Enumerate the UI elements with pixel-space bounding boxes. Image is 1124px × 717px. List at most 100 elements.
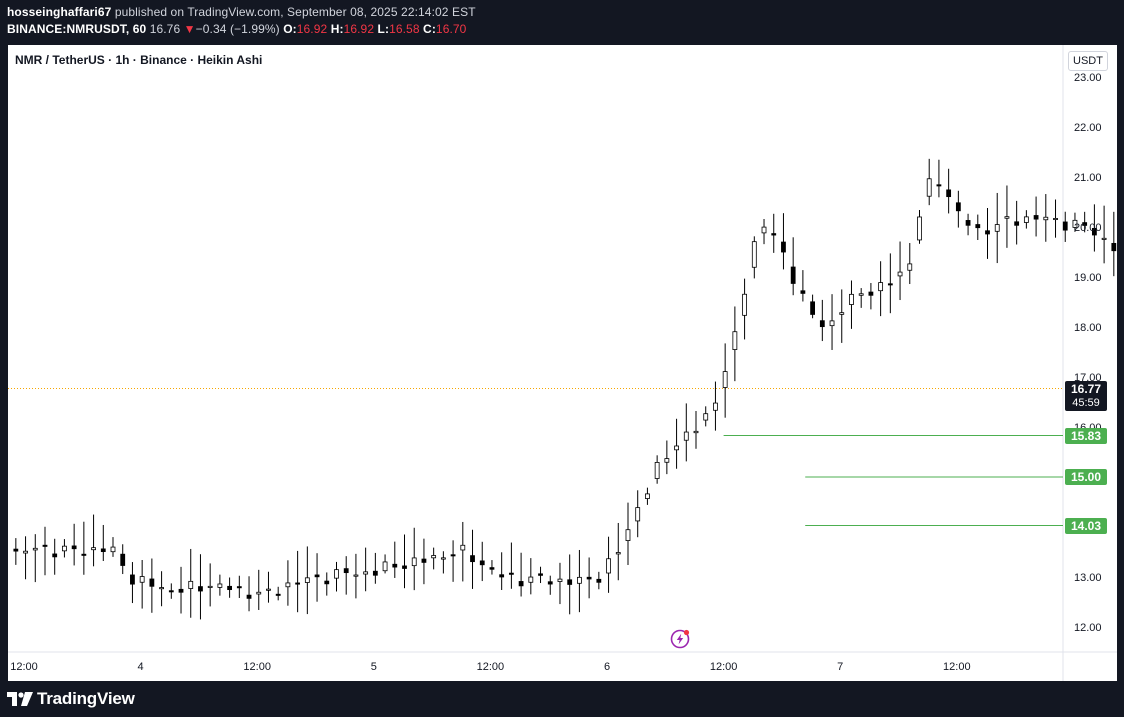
candle-body [236,586,242,589]
x-tick-label: 12:00 [243,661,271,673]
candle-body [23,550,28,554]
candle-body [625,529,631,541]
candle-body [266,588,271,591]
x-tick-label: 12:00 [10,661,38,673]
candle-body [713,402,718,411]
candle-body [557,578,563,582]
x-tick-label: 12:00 [710,661,738,673]
level-tag-1: 15.83 [1065,427,1107,444]
level-tag-2: 15.00 [1065,469,1107,485]
candle-body [139,576,145,583]
author-name[interactable]: hosseinghaffari67 [7,5,112,19]
candle-body [1111,242,1117,252]
candle-body [1004,216,1010,219]
candle-body [110,546,116,553]
candle-body [645,493,650,499]
pane-title: NMR / TetherUS · 1h · Binance · Heikin A… [15,53,263,67]
candle-body [508,572,514,575]
candle-body [499,574,505,578]
candle-body [324,580,330,585]
y-tick-label: 22.00 [1074,122,1102,134]
candle-body [275,593,281,596]
y-tick-label: 19.00 [1074,272,1102,284]
candle-body [751,241,757,268]
candle-body [936,184,942,187]
low-label: L: [377,22,390,36]
candle-body [917,216,922,241]
candle-body [402,565,407,569]
candle-body [130,574,135,585]
last-price-tag-value: 16.77 [1070,381,1102,396]
candle-body [771,233,777,236]
candle-body [761,226,767,234]
candle-body [149,578,155,587]
candle-body [538,573,543,576]
candle-body [168,590,174,593]
candle-body [1043,216,1049,221]
candle-body [1101,237,1107,240]
candle-body [965,220,971,226]
y-tick-label: 13.00 [1074,572,1102,584]
candle-body [907,263,913,271]
price-change: −0.34 (−1.99%) [195,22,280,36]
candle-body [703,413,709,421]
chart-panel[interactable]: 12:00 4 12:00 5 12:00 6 12:00 7 12:00 12.00 13.00… [8,45,1117,681]
candle-body [198,586,203,592]
candle-body [460,544,466,551]
candle-body [1053,218,1058,221]
candle-body [528,576,534,583]
candle-body [606,558,611,574]
currency-button[interactable]: USDT [1068,51,1108,71]
candle-body [227,585,233,591]
candle-body [32,547,38,551]
candle-body [615,552,621,555]
y-tick-label: 18.00 [1074,322,1102,334]
x-axis: 12:00 4 12:00 5 12:00 6 12:00 7 12:00 [10,661,970,673]
y-tick-label: 23.00 [1074,72,1102,84]
candle-body [790,266,796,284]
candle-body [62,545,67,552]
candle-body [781,241,786,253]
candle-body [683,431,689,441]
level-lines [8,388,1063,526]
header-line1: hosseinghaffari67 published on TradingVi… [7,5,476,19]
candle-body [91,547,96,551]
candle-body [159,587,164,590]
high-value: 16.92 [343,22,375,36]
y-axis: 12.0013.0016.0017.0018.0019.0020.0021.00… [1074,72,1102,634]
candle-body [1023,216,1029,223]
candle-body [479,560,485,566]
price-chart[interactable]: 12:00 4 12:00 5 12:00 6 12:00 7 12:00 12.00 13.00… [8,45,1117,681]
x-tick-label: 6 [604,661,610,673]
candle-body [285,582,291,588]
candle-body [207,585,213,588]
candle-body [382,561,388,572]
tradingview-logo[interactable]: TradingView [7,689,135,709]
candle-body [363,571,369,575]
candle-body [120,553,126,566]
candle-body [372,570,378,576]
candle-body [849,293,854,305]
low-value: 16.58 [389,22,420,36]
close-label: C: [423,22,436,36]
candle-body [304,577,310,583]
candles [13,158,1117,620]
flash-alert-icon[interactable] [669,628,691,650]
high-label: H: [330,22,344,36]
candle-body [858,293,864,296]
published-text: published on TradingView.com, September … [114,5,476,19]
candle-body [829,320,835,327]
candle-body [547,581,553,585]
x-tick-label: 4 [138,661,144,673]
x-tick-label: 5 [371,661,377,673]
change-arrow-icon: ▼ [183,22,196,36]
candle-body [1014,221,1020,226]
candle-body [732,331,738,350]
candle-body [878,282,884,292]
candle-body [71,545,77,550]
candle-body [489,567,495,570]
y-tick-label: 12.00 [1074,622,1102,634]
candle-body [246,594,252,599]
open-value: 16.92 [296,22,328,36]
y-tick-label: 20.00 [1074,222,1102,234]
